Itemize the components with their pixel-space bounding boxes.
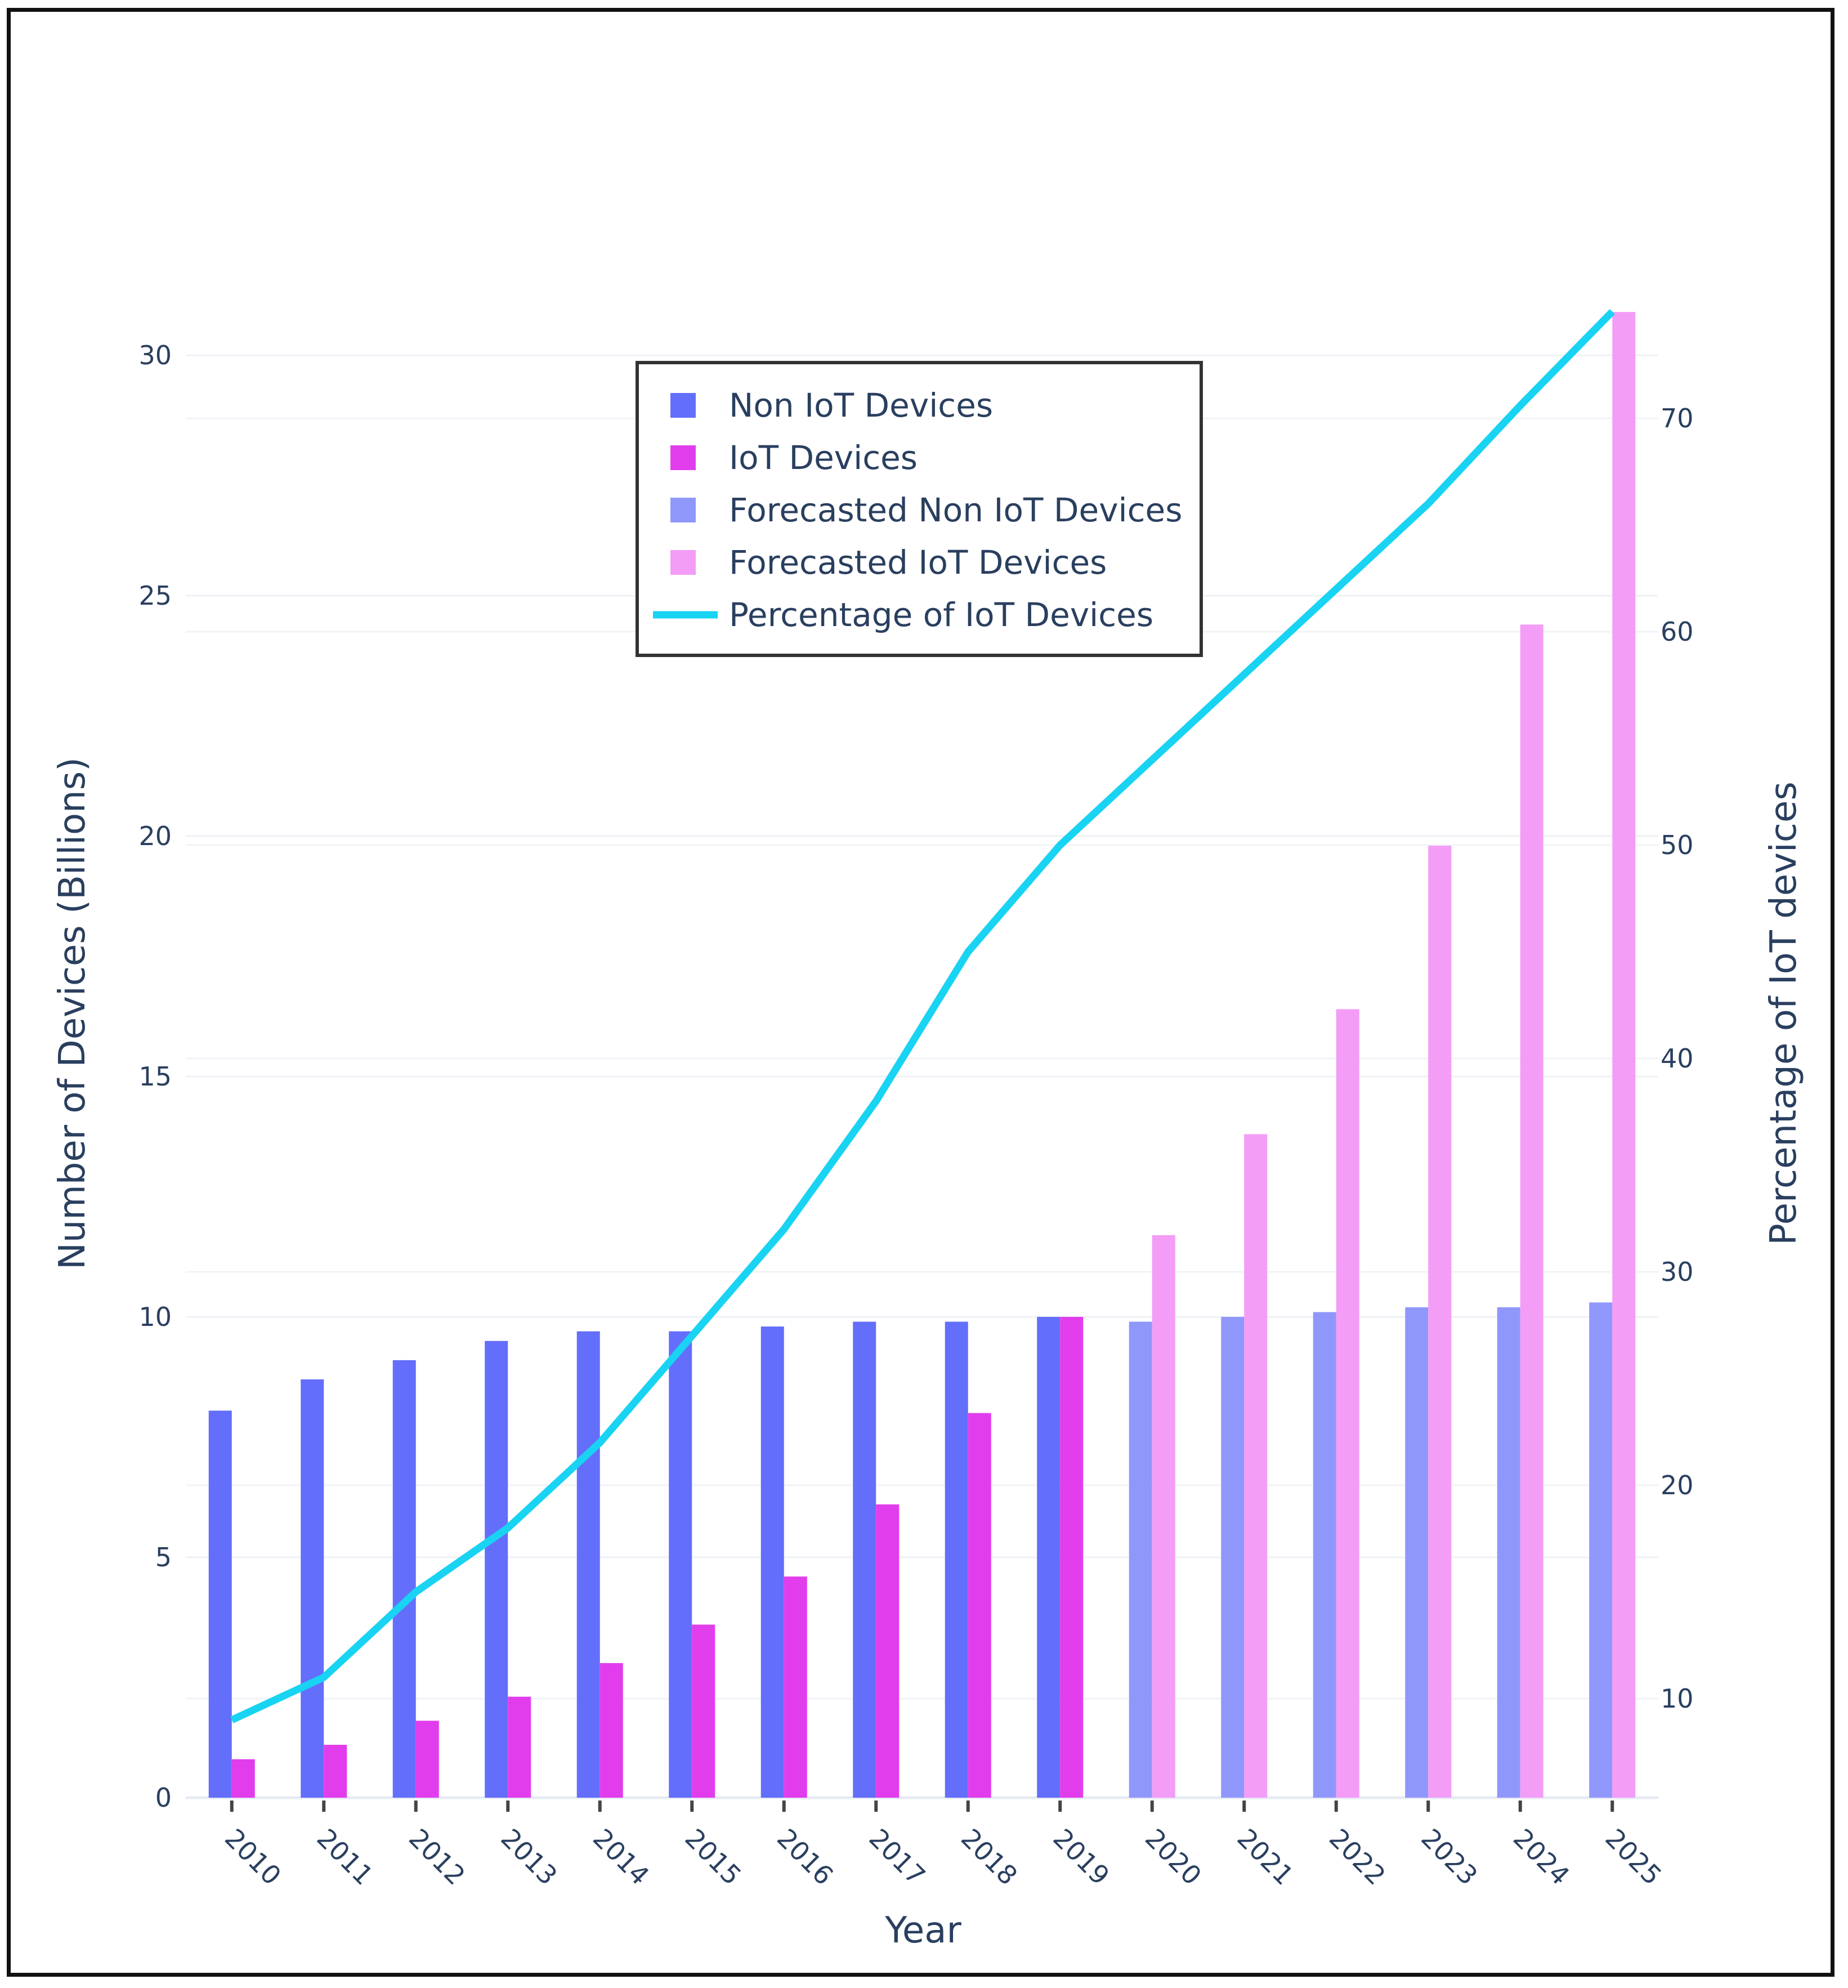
x-tick-label: 2017 [863,1823,931,1891]
bar-forecasted-iot-devices-2023 [1428,846,1452,1798]
y-tick-label: 5 [155,1542,172,1572]
x-tick-label: 2013 [495,1823,563,1891]
x-tick-label: 2018 [955,1823,1023,1891]
x-tick-label: 2020 [1139,1823,1207,1891]
x-tick-label: 2011 [311,1823,379,1891]
x-tick-label: 2025 [1599,1823,1667,1891]
bar-forecasted-non-iot-devices-2022 [1313,1312,1336,1798]
legend-label[interactable]: Forecasted Non IoT Devices [729,491,1182,529]
y2-tick-label: 20 [1661,1470,1694,1500]
bar-forecasted-iot-devices-2020 [1152,1235,1175,1798]
legend-swatch-non-iot-devices [670,393,696,418]
x-tick-label: 2015 [679,1823,747,1891]
bar-forecasted-iot-devices-2021 [1244,1134,1268,1798]
bar-non-iot-devices-2010 [208,1410,232,1798]
y2-axis-title: Percentage of IoT devices [1763,781,1805,1245]
y2-tick-label: 40 [1661,1043,1694,1074]
y-tick-label: 0 [155,1783,172,1813]
legend-box [636,361,1203,657]
y2-tick-label: 10 [1661,1683,1694,1714]
y2-axis-ticks: 10 20 30 40 50 60 70 [1661,403,1694,1714]
y2-tick-label: 70 [1661,403,1694,434]
x-tick-label: 2022 [1323,1823,1391,1891]
x-tick-label: 2024 [1507,1823,1576,1891]
legend-label[interactable]: Non IoT Devices [729,386,993,425]
x-tick-label: 2019 [1047,1823,1115,1891]
y-tick-label: 30 [138,340,172,370]
x-axis-ticks: 2010 2011 2012 2013 2014 2015 2016 2017 2018 2019… [219,1801,1667,1891]
bar-iot-devices-2019 [1060,1317,1084,1798]
bar-forecasted-iot-devices-2025 [1612,312,1636,1798]
x-axis-title: Year [884,1910,961,1951]
bar-non-iot-devices-2018 [945,1321,968,1798]
x-tick-label: 2010 [219,1823,287,1891]
legend-swatch-forecasted-iot-devices [670,550,696,575]
bars [208,312,1636,1798]
x-tick-label: 2021 [1231,1823,1299,1891]
bar-non-iot-devices-2011 [301,1379,324,1798]
bar-forecasted-non-iot-devices-2021 [1221,1317,1245,1798]
bar-iot-devices-2011 [324,1745,347,1798]
bar-non-iot-devices-2015 [669,1331,692,1798]
y-tick-label: 25 [138,580,172,611]
legend-label[interactable]: IoT Devices [729,439,918,477]
bar-iot-devices-2015 [692,1624,715,1798]
legend-label[interactable]: Percentage of IoT Devices [729,596,1153,634]
y2-tick-label: 50 [1661,830,1694,860]
legend-label[interactable]: Forecasted IoT Devices [729,543,1107,582]
legend-swatch-forecasted-non-iot-devices [670,498,696,522]
line-percentage-of-iot-devices [230,309,1615,1723]
bar-iot-devices-2010 [231,1759,255,1798]
x-tick-label: 2014 [587,1823,655,1891]
bar-forecasted-non-iot-devices-2025 [1589,1302,1613,1798]
bar-non-iot-devices-2016 [760,1326,784,1798]
y-tick-label: 10 [138,1302,172,1332]
bar-non-iot-devices-2014 [576,1331,600,1798]
bar-iot-devices-2016 [784,1576,807,1798]
bar-non-iot-devices-2013 [485,1341,508,1798]
y-tick-label: 20 [138,821,172,851]
percentage-line [230,309,1615,1723]
y2-tick-label: 60 [1661,616,1694,647]
bar-forecasted-iot-devices-2024 [1520,624,1543,1798]
legend-swatch-iot-devices [670,445,696,470]
x-tick-label: 2016 [771,1823,839,1891]
bar-iot-devices-2013 [508,1696,531,1798]
x-tick-label: 2023 [1415,1823,1483,1891]
bar-forecasted-non-iot-devices-2024 [1497,1307,1520,1798]
y-axis-ticks: 0 5 10 15 20 25 30 [138,340,172,1813]
bar-non-iot-devices-2012 [392,1360,416,1798]
bar-non-iot-devices-2019 [1037,1317,1061,1798]
y2-tick-label: 30 [1661,1257,1694,1287]
legend: Non IoT Devices IoT Devices Forecasted Non… [636,361,1203,657]
bar-forecasted-iot-devices-2022 [1336,1009,1359,1798]
bar-iot-devices-2012 [415,1721,439,1798]
x-tick-label: 2012 [403,1823,471,1891]
bar-forecasted-non-iot-devices-2020 [1129,1321,1152,1798]
bar-non-iot-devices-2017 [853,1321,876,1798]
bar-iot-devices-2018 [968,1413,991,1798]
y-tick-label: 15 [138,1061,172,1092]
bar-iot-devices-2014 [599,1663,623,1798]
y-axis-title: Number of Devices (Billions) [52,757,93,1270]
bar-forecasted-non-iot-devices-2023 [1405,1307,1429,1798]
bar-iot-devices-2017 [876,1504,900,1798]
